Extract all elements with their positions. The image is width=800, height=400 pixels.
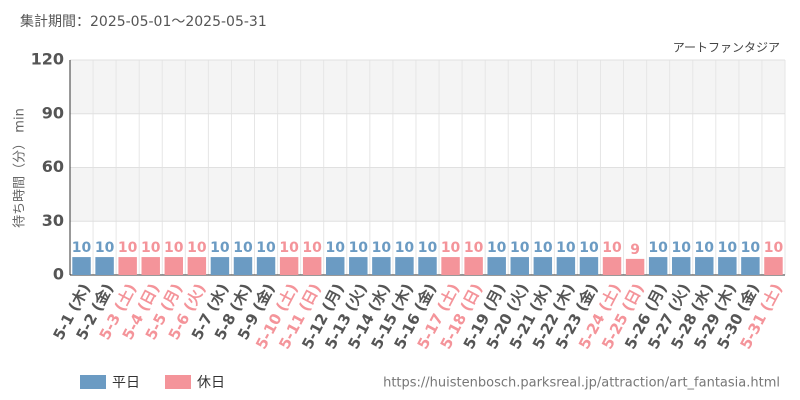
value-label: 10 — [72, 240, 92, 256]
value-label: 10 — [533, 240, 553, 256]
bar — [533, 257, 553, 275]
value-label: 10 — [325, 240, 345, 256]
bar — [302, 257, 322, 275]
bar — [718, 257, 737, 275]
value-label: 10 — [187, 240, 207, 256]
bar — [95, 257, 114, 275]
value-label: 10 — [741, 240, 761, 256]
y-axis-label: 待ち時間（分） min — [13, 108, 28, 228]
value-label: 10 — [233, 240, 253, 256]
legend-label: 平日 — [112, 375, 140, 391]
legend-swatch — [165, 375, 191, 389]
bar — [118, 257, 137, 275]
value-label: 10 — [441, 240, 461, 256]
bar — [72, 257, 91, 275]
bar — [233, 257, 253, 275]
bar — [510, 257, 529, 275]
value-label: 10 — [718, 240, 738, 256]
value-label: 10 — [487, 240, 507, 256]
bar — [164, 257, 184, 275]
chart-title: 集計期間：2025-05-01～2025-05-31 — [20, 13, 267, 30]
bar — [741, 257, 760, 275]
bar — [395, 257, 414, 275]
value-label: 10 — [418, 240, 438, 256]
bar — [579, 257, 599, 275]
legend-swatch — [80, 375, 106, 389]
value-label: 10 — [579, 240, 599, 256]
value-label: 10 — [372, 240, 392, 256]
bar — [648, 257, 668, 275]
value-label: 10 — [210, 240, 230, 256]
y-tick-label: 0 — [53, 265, 64, 284]
chart-subtitle: アートファンタジア — [673, 41, 780, 55]
bar — [464, 257, 483, 275]
bar — [441, 257, 460, 275]
value-label: 10 — [349, 240, 369, 256]
y-tick-label: 90 — [42, 103, 64, 122]
y-tick-label: 30 — [42, 211, 64, 230]
bar — [487, 257, 506, 275]
bar — [326, 257, 345, 275]
value-label: 10 — [602, 240, 622, 256]
value-label: 10 — [141, 240, 161, 256]
y-tick-label: 60 — [42, 157, 64, 176]
value-label: 10 — [118, 240, 138, 256]
bar — [349, 257, 368, 275]
value-label: 10 — [395, 240, 415, 256]
value-label: 10 — [648, 240, 668, 256]
value-label: 10 — [556, 240, 576, 256]
value-label: 10 — [510, 240, 530, 256]
value-label: 10 — [464, 240, 484, 256]
grid-band — [70, 60, 785, 114]
bar — [187, 257, 207, 275]
value-label: 9 — [630, 242, 640, 258]
bar — [671, 257, 691, 275]
legend-label: 休日 — [197, 375, 225, 391]
bar — [556, 257, 576, 275]
value-label: 10 — [302, 240, 322, 256]
value-label: 10 — [164, 240, 184, 256]
bar — [279, 257, 299, 275]
value-label: 10 — [256, 240, 276, 256]
bar — [141, 257, 160, 275]
grid-band — [70, 167, 785, 222]
y-tick-label: 120 — [31, 50, 64, 69]
bar — [418, 257, 437, 275]
bar — [256, 257, 276, 275]
value-label: 10 — [671, 240, 691, 256]
bar — [625, 258, 645, 275]
bar — [764, 257, 783, 275]
bar — [695, 257, 714, 275]
value-label: 10 — [695, 240, 715, 256]
bar — [372, 257, 391, 275]
bar — [602, 257, 622, 275]
value-label: 10 — [279, 240, 299, 256]
value-label: 10 — [764, 240, 784, 256]
bar — [210, 257, 230, 275]
source-url: https://huistenbosch.parksreal.jp/attrac… — [383, 376, 780, 391]
value-label: 10 — [95, 240, 115, 256]
